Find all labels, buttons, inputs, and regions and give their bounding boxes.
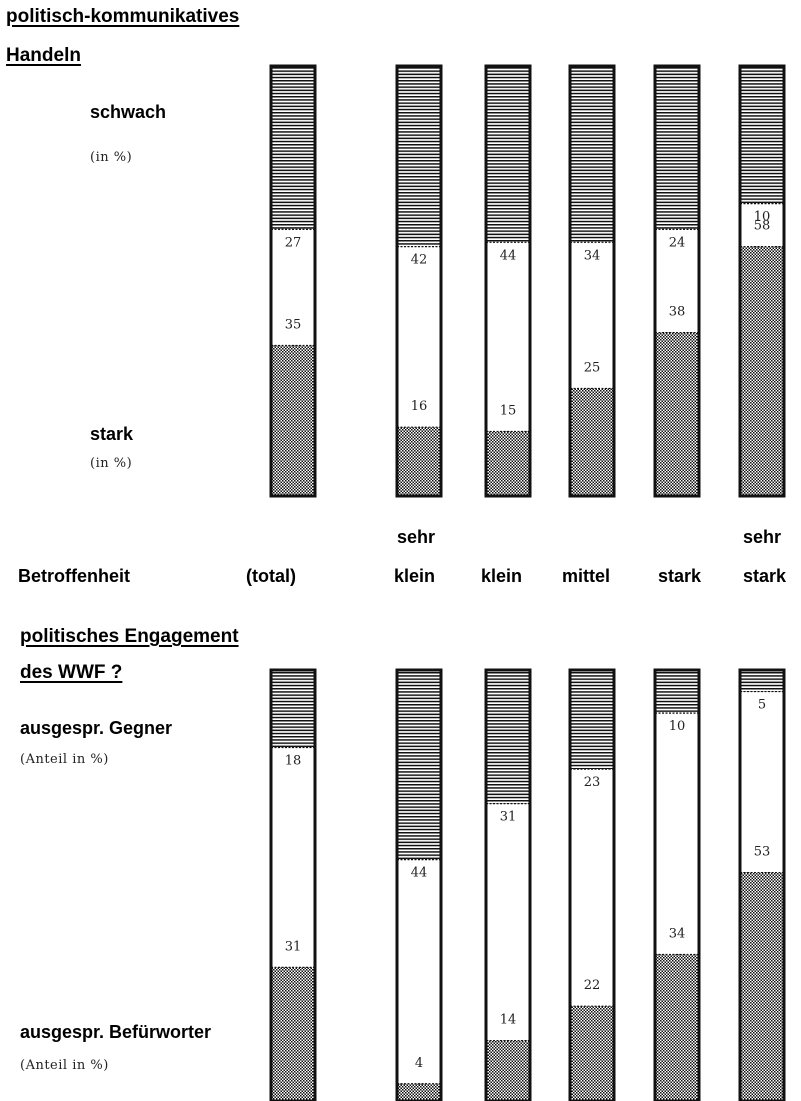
top-label-sehr-stark-upper: 10 bbox=[754, 210, 771, 225]
bottom-bar-stark-lower-segment bbox=[655, 954, 699, 1101]
top-bar-total-lower-segment bbox=[271, 345, 315, 496]
against-label: ausgespr. Gegner bbox=[20, 718, 173, 738]
strong-label: stark bbox=[90, 424, 134, 444]
top-heading-line1: politisch-kommunikatives bbox=[6, 6, 240, 27]
top-bar-stark-middle-segment bbox=[655, 229, 699, 333]
top-label-klein-lower: 15 bbox=[500, 404, 517, 419]
top-label-sehr-klein-lower: 16 bbox=[411, 399, 428, 414]
top-bar-sehr-klein-lower-segment bbox=[397, 427, 441, 496]
strong-unit: (in %) bbox=[90, 456, 133, 471]
category-sehr-stark-line1: sehr bbox=[743, 527, 782, 547]
bottom-bar-stark-outline bbox=[653, 668, 701, 1101]
bottom-bar-stark-middle-segment bbox=[655, 713, 699, 955]
top-bar-sehr-stark-outline bbox=[738, 64, 786, 498]
bottom-label-sehr-stark-upper: 5 bbox=[758, 698, 766, 713]
bottom-label-total-lower: 31 bbox=[285, 939, 302, 954]
top-bar-sehr-stark-lower-segment bbox=[740, 246, 784, 496]
bottom-bar-klein-upper-segment bbox=[486, 670, 530, 804]
category-klein: klein bbox=[481, 566, 523, 586]
top-bar-total-outline bbox=[269, 64, 317, 498]
bottom-bar-mittel-middle-segment bbox=[570, 769, 614, 1007]
against-unit: (Anteil in %) bbox=[20, 752, 109, 767]
bottom-label-klein-lower: 14 bbox=[500, 1013, 517, 1028]
top-bar-mittel-upper-segment bbox=[570, 66, 614, 243]
top-label-sehr-klein-upper: 42 bbox=[411, 253, 428, 268]
top-bar-sehr-stark-upper-segment bbox=[740, 66, 784, 204]
top-bar-sehr-klein-upper-segment bbox=[397, 66, 441, 247]
top-heading-line2: Handeln bbox=[6, 45, 81, 66]
top-bar-sehr-klein-outline bbox=[395, 64, 443, 498]
bottom-label-sehr-stark-lower: 53 bbox=[754, 845, 771, 860]
top-label-stark-upper: 24 bbox=[669, 235, 686, 250]
top-bar-stark-lower-segment bbox=[655, 332, 699, 496]
bottom-label-klein-upper: 31 bbox=[500, 810, 517, 825]
x-axis-title: Betroffenheit bbox=[18, 566, 130, 586]
bottom-bar-klein-middle-segment bbox=[486, 803, 530, 1041]
bottom-bar-mittel-upper-segment bbox=[570, 670, 614, 770]
top-label-sehr-stark-lower: 58 bbox=[754, 219, 771, 234]
bottom-label-stark-upper: 10 bbox=[669, 719, 686, 734]
bottom-label-mittel-lower: 22 bbox=[584, 978, 601, 993]
bottom-bar-total-outline bbox=[269, 668, 317, 1101]
weak-label: schwach bbox=[90, 102, 167, 122]
top-bar-stark-upper-segment bbox=[655, 66, 699, 230]
bottom-bar-sehr-stark-upper-segment bbox=[740, 670, 784, 692]
top-label-stark-lower: 38 bbox=[669, 305, 686, 320]
top-label-mittel-upper: 34 bbox=[584, 248, 601, 263]
bottom-bar-sehr-stark-middle-segment bbox=[740, 691, 784, 873]
top-bar-klein-lower-segment bbox=[486, 431, 530, 496]
bottom-heading-line1: politisches Engagement bbox=[20, 626, 239, 647]
bottom-bar-sehr-klein-outline bbox=[395, 668, 443, 1101]
weak-unit: (in %) bbox=[90, 150, 133, 165]
bottom-bar-klein-lower-segment bbox=[486, 1040, 530, 1101]
top-label-total-upper: 27 bbox=[285, 235, 302, 250]
bottom-bar-sehr-stark-outline bbox=[738, 668, 786, 1101]
top-label-total-lower: 35 bbox=[285, 318, 302, 333]
category-total: (total) bbox=[246, 566, 296, 586]
category-sehr-stark-line2: stark bbox=[743, 566, 787, 586]
bottom-bar-mittel-outline bbox=[568, 668, 616, 1101]
category-sehr-klein-line2: klein bbox=[394, 566, 436, 586]
bottom-label-stark-lower: 34 bbox=[669, 926, 686, 941]
bottom-bar-stark-upper-segment bbox=[655, 670, 699, 714]
top-bar-mittel-outline bbox=[568, 64, 616, 498]
top-bar-total-upper-segment bbox=[271, 66, 315, 230]
bottom-bar-klein-outline bbox=[484, 668, 532, 1101]
top-bar-mittel-lower-segment bbox=[570, 388, 614, 496]
bottom-bar-sehr-klein-middle-segment bbox=[397, 859, 441, 1084]
bottom-bar-sehr-klein-upper-segment bbox=[397, 670, 441, 860]
bottom-bar-total-middle-segment bbox=[271, 747, 315, 968]
bottom-label-sehr-klein-upper: 44 bbox=[411, 866, 428, 881]
bottom-bar-mittel-lower-segment bbox=[570, 1006, 614, 1101]
top-bar-total-middle-segment bbox=[271, 229, 315, 346]
bottom-bar-sehr-klein-lower-segment bbox=[397, 1083, 441, 1101]
bottom-label-total-upper: 18 bbox=[285, 754, 302, 769]
top-label-klein-upper: 44 bbox=[500, 248, 517, 263]
for-label: ausgespr. Befürworter bbox=[20, 1022, 212, 1042]
category-mittel: mittel bbox=[562, 566, 611, 586]
category-sehr-klein-line1: sehr bbox=[397, 527, 436, 547]
top-bar-klein-outline bbox=[484, 64, 532, 498]
category-stark: stark bbox=[658, 566, 702, 586]
bottom-label-mittel-upper: 23 bbox=[584, 775, 601, 790]
bottom-heading-line2: des WWF ? bbox=[20, 662, 123, 683]
bottom-bar-total-upper-segment bbox=[271, 670, 315, 748]
top-bar-klein-upper-segment bbox=[486, 66, 530, 243]
top-bar-stark-outline bbox=[653, 64, 701, 498]
top-bar-mittel-middle-segment bbox=[570, 242, 614, 389]
bottom-label-sehr-klein-lower: 4 bbox=[415, 1056, 423, 1071]
for-unit: (Anteil in %) bbox=[20, 1058, 109, 1073]
bottom-bar-total-lower-segment bbox=[271, 967, 315, 1101]
bottom-bar-sehr-stark-lower-segment bbox=[740, 872, 784, 1101]
top-bar-sehr-stark-middle-segment bbox=[740, 203, 784, 247]
top-bar-sehr-klein-middle-segment bbox=[397, 246, 441, 428]
top-label-mittel-lower: 25 bbox=[584, 361, 601, 376]
top-bar-klein-middle-segment bbox=[486, 242, 530, 432]
